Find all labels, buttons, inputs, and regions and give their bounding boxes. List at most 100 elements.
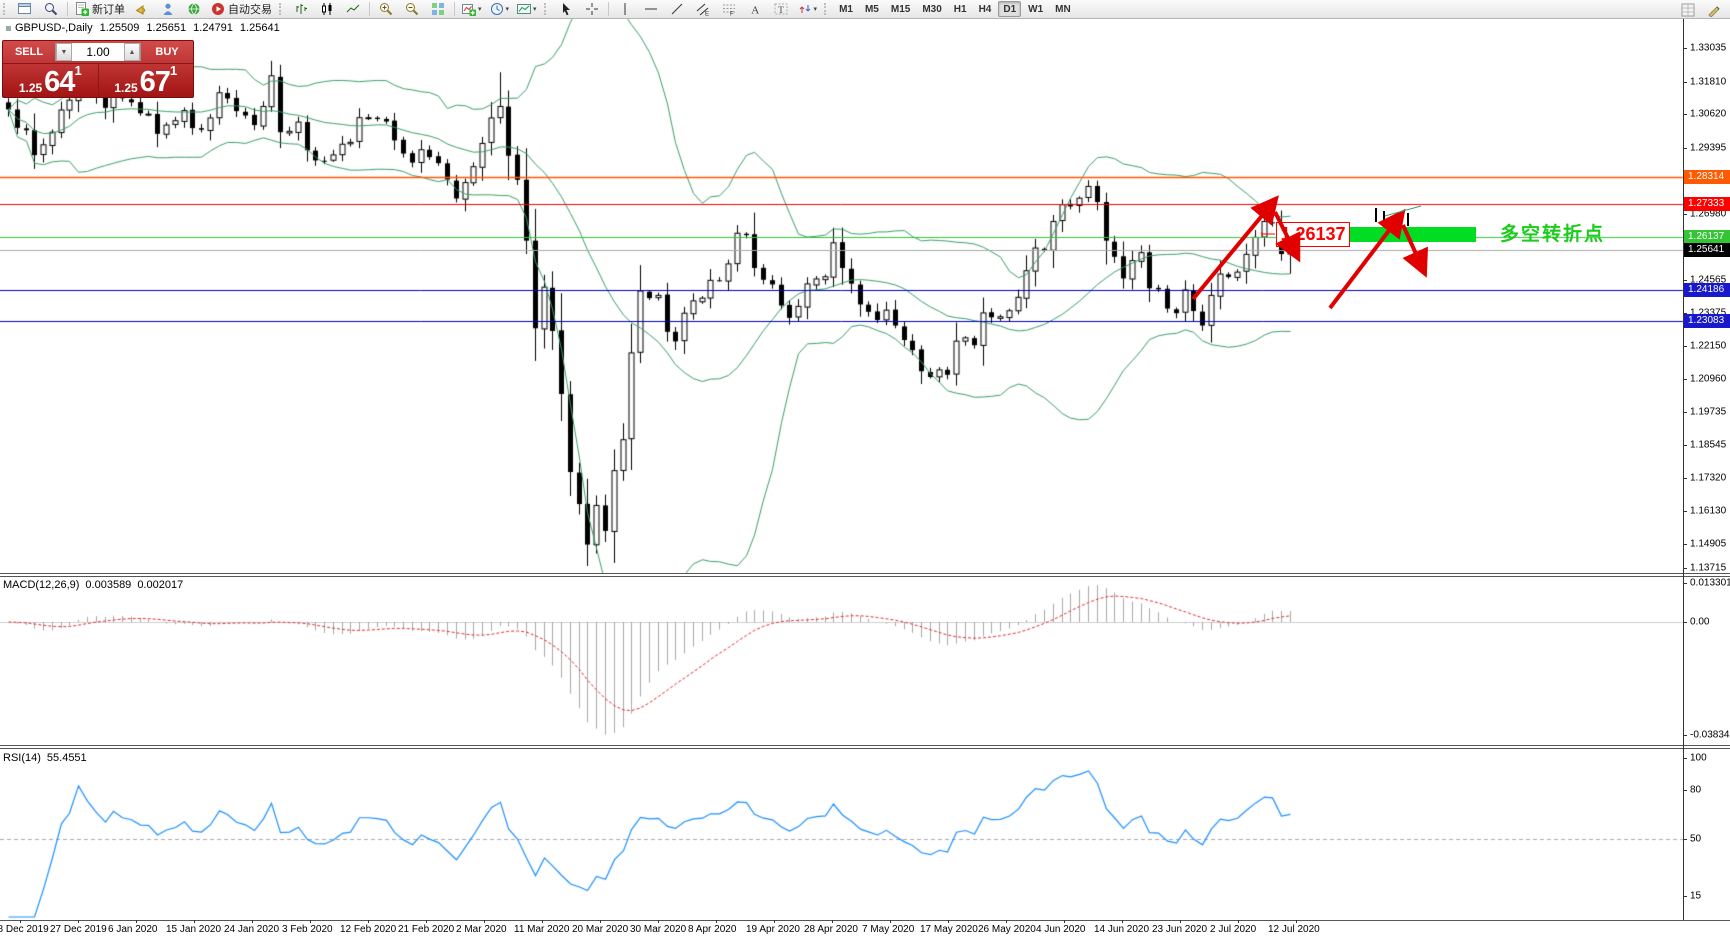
date-axis-tick — [1180, 920, 1181, 923]
timeframe-h4[interactable]: H4 — [978, 3, 992, 15]
trendline-icon — [671, 3, 682, 15]
toolbar-grip[interactable] — [543, 3, 550, 15]
toolbar-grip[interactable] — [824, 3, 830, 15]
one-click-trading-panel: SELL ▼ ▲ BUY 1.25 64 1 1.25 67 1 — [2, 40, 194, 98]
cursor-button[interactable] — [554, 0, 578, 18]
symbol-period-label: GBPUSD-,Daily — [15, 22, 93, 34]
templates-button[interactable]: ▾ — [514, 0, 540, 18]
candlestick-chart-button[interactable] — [315, 0, 339, 18]
pane-separator[interactable] — [0, 573, 1730, 574]
date-axis-tick — [252, 920, 253, 923]
bar-chart-button[interactable] — [289, 0, 313, 18]
timeframe-mn[interactable]: MN — [1055, 3, 1071, 15]
timeframe-m30[interactable]: M30 — [922, 3, 942, 15]
quick-edit-button[interactable] — [1702, 1, 1726, 19]
timeframe-m5[interactable]: M5 — [864, 3, 879, 15]
broadcast-button[interactable] — [182, 0, 206, 18]
annotation-tick[interactable] — [1407, 213, 1409, 226]
line-chart-button[interactable] — [341, 0, 365, 18]
date-axis-tick — [484, 920, 485, 923]
crosshair-button[interactable] — [580, 0, 604, 18]
annotation-tick[interactable] — [1383, 211, 1385, 222]
timeframe-m15[interactable]: M15 — [890, 3, 911, 15]
price-axis-label: 1.23375 — [1690, 307, 1727, 318]
arrows-tool-button[interactable]: ▾ — [795, 0, 821, 18]
text-label-button[interactable]: T — [769, 0, 793, 18]
price-axis-label: 1.17320 — [1690, 472, 1727, 484]
periods-button[interactable]: ▾ — [487, 0, 513, 18]
timeframe-m1[interactable]: M1 — [839, 3, 853, 15]
text-button[interactable]: A — [743, 0, 767, 18]
price-axis-label: 1.31810 — [1690, 76, 1727, 88]
price-axis-label: 1.13715 — [1690, 562, 1727, 574]
trend-arrow-annotation[interactable] — [1191, 195, 1279, 301]
vertical-line-icon — [624, 3, 626, 15]
fibonacci-button[interactable]: F — [717, 0, 741, 18]
pane-separator[interactable] — [0, 748, 1730, 749]
timeframe-h1[interactable]: H1 — [953, 3, 967, 15]
pane-separator[interactable] — [0, 745, 1730, 746]
chart-window-button[interactable] — [13, 0, 37, 18]
zoom-out-button[interactable] — [400, 0, 424, 18]
trend-arrow-annotation[interactable] — [1328, 208, 1406, 310]
data-window-button[interactable] — [1676, 1, 1700, 19]
sell-price-big: 64 — [44, 66, 75, 98]
date-axis-tick — [948, 920, 949, 923]
turning-point-text[interactable]: 多空转折点 — [1500, 224, 1606, 245]
price-axis-label: 1.20960 — [1690, 373, 1727, 385]
macd-axis-label: -0.038343 — [1690, 729, 1730, 741]
bar-chart-icon — [296, 4, 307, 14]
crosshair-icon — [585, 3, 598, 15]
price-axis-label: 1.14905 — [1690, 538, 1727, 550]
autotrading-button[interactable]: 自动交易 — [208, 0, 275, 18]
supply-zone-rectangle[interactable] — [1350, 227, 1476, 242]
horizontal-line-button[interactable] — [639, 0, 663, 18]
metaeditor-button[interactable] — [156, 0, 180, 18]
trend-arrow-annotation[interactable] — [1273, 211, 1301, 263]
rsi-axis-tick — [1683, 895, 1687, 897]
date-axis-label: 28 Apr 2020 — [804, 924, 858, 935]
zoom-in-button[interactable] — [374, 0, 398, 18]
equidistant-channel-button[interactable]: E — [691, 0, 715, 18]
date-axis-label: 12 Feb 2020 — [340, 924, 397, 935]
template-icon — [517, 4, 532, 14]
toolbar-grip[interactable] — [3, 3, 9, 15]
chart-preview-button[interactable] — [39, 0, 63, 18]
mql-community-button[interactable] — [130, 0, 154, 18]
volume-decrease-button[interactable]: ▼ — [56, 43, 72, 61]
clock-icon — [490, 3, 503, 15]
price-axis-tick — [1683, 279, 1687, 281]
pane-separator[interactable] — [0, 576, 1730, 577]
indicators-button[interactable]: ▾ — [459, 0, 485, 18]
price-axis-border — [1683, 18, 1684, 920]
volume-increase-button[interactable]: ▲ — [124, 43, 140, 61]
sell-price-display[interactable]: 1.25 64 1 — [3, 64, 99, 97]
new-order-button[interactable]: 新订单 — [72, 0, 128, 18]
annotation-tick[interactable] — [1375, 208, 1377, 222]
date-axis-tick — [832, 920, 833, 923]
tile-windows-button[interactable] — [426, 0, 450, 18]
trend-arrow-annotation[interactable] — [1401, 224, 1429, 278]
price-axis-label: 1.18545 — [1690, 439, 1727, 451]
date-axis-tick — [136, 920, 137, 923]
vertical-line-button[interactable] — [613, 0, 637, 18]
horizontal-line-icon — [644, 8, 657, 10]
timeframe-d1[interactable]: D1 — [998, 1, 1022, 17]
volume-input[interactable] — [72, 43, 124, 61]
trendline-button[interactable] — [665, 0, 689, 18]
timeframe-w1[interactable]: W1 — [1028, 3, 1044, 15]
date-axis-label: 6 Jan 2020 — [108, 924, 158, 935]
price-axis-tick — [1683, 48, 1687, 49]
horn-icon — [135, 5, 146, 15]
open-value: 1.25509 — [99, 22, 140, 34]
close-value: 1.25641 — [239, 22, 280, 34]
price-axis-label: 1.16130 — [1690, 505, 1727, 517]
toolbar-grip[interactable] — [279, 3, 285, 15]
date-axis-label: 26 May 2020 — [978, 924, 1036, 935]
buy-button[interactable]: BUY — [155, 46, 179, 58]
sell-button[interactable]: SELL — [14, 46, 44, 58]
price-axis-label: 1.26980 — [1690, 208, 1727, 220]
buy-price-display[interactable]: 1.25 67 1 — [99, 64, 194, 97]
timeframe-bar: M1 M5 M15 M30 H1 H4 D1 W1 MN — [833, 1, 1077, 17]
